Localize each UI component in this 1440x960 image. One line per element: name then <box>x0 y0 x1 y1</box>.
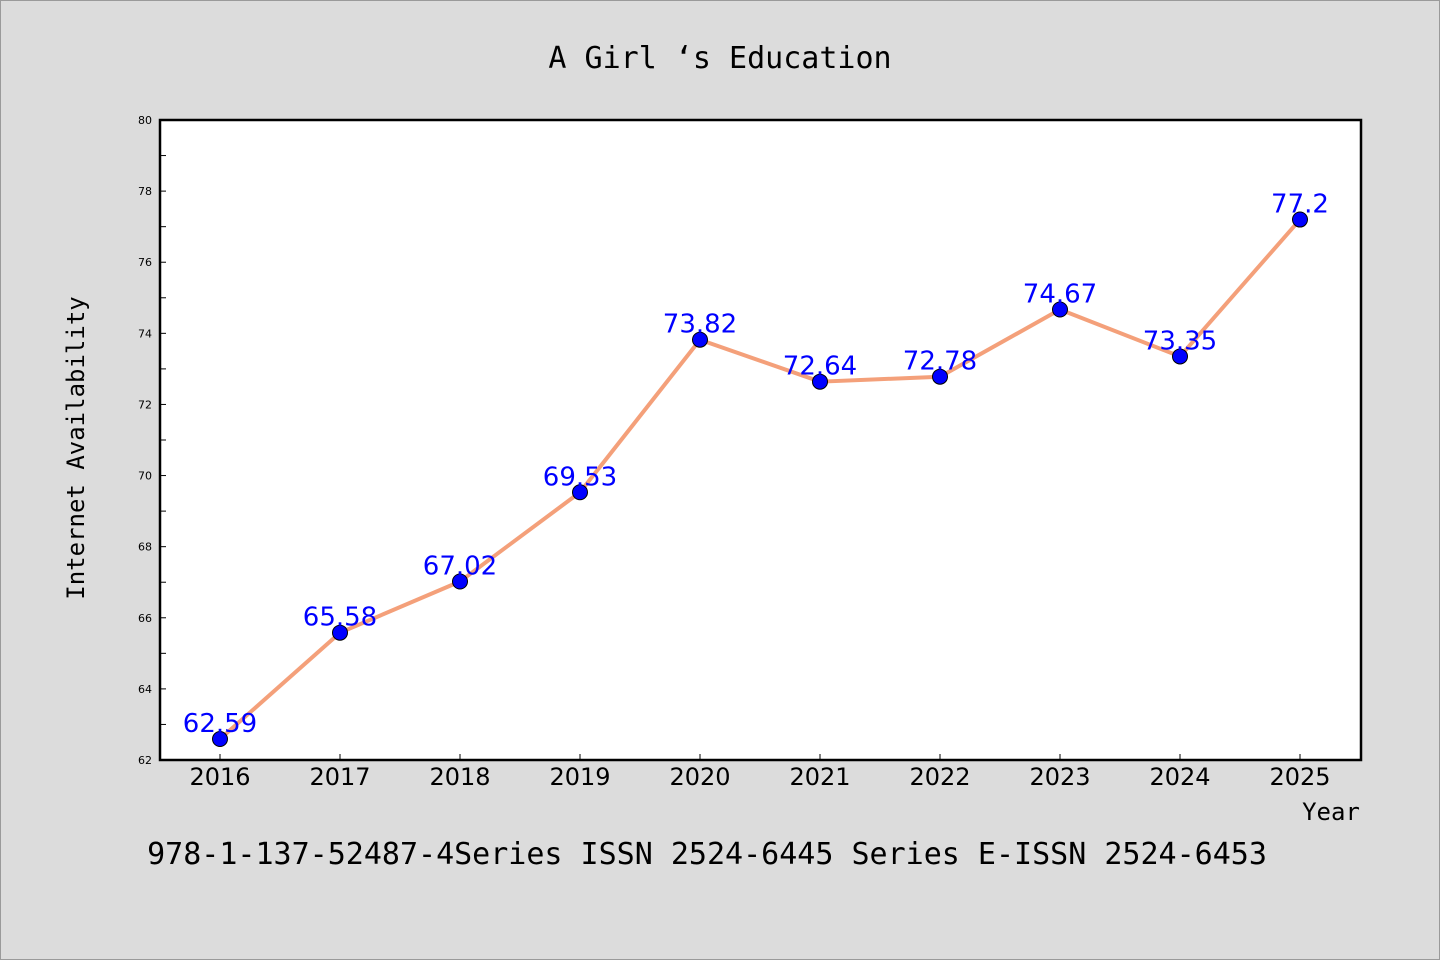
x-axis: 2016 2017 2018 2019 2020 2021 2022 2023 2024 2025 <box>189 754 1331 791</box>
data-point-marker <box>932 368 948 385</box>
y-tick-label: 62 <box>138 754 152 767</box>
plot-area <box>158 118 1363 762</box>
data-point-marker <box>692 331 708 348</box>
data-point-marker <box>1052 301 1068 318</box>
data-label: 73.35 <box>1143 326 1217 356</box>
data-point-marker <box>812 373 828 390</box>
x-tick-label: 2018 <box>429 763 490 791</box>
y-axis-label: Internet Availability <box>62 296 90 599</box>
chart-title: A Girl ‘s Education <box>548 41 891 76</box>
footer-isbn-text: 978-1-137-52487-4Series ISSN 2524-6445 S… <box>147 837 1267 872</box>
y-tick-label: 70 <box>138 470 152 483</box>
y-tick-label: 66 <box>138 612 152 625</box>
data-point-marker <box>1292 211 1308 228</box>
y-tick-label: 78 <box>138 185 152 198</box>
y-tick-label: 76 <box>138 256 152 269</box>
data-label: 72.78 <box>903 347 977 377</box>
x-tick-label: 2023 <box>1029 763 1090 791</box>
x-tick-label: 2019 <box>549 763 610 791</box>
data-series: 62.59 65.58 67.02 69.53 73.82 72.64 72.78 74.67… <box>183 190 1329 748</box>
x-tick-label: 2016 <box>189 763 250 791</box>
data-label: 67.02 <box>423 552 497 582</box>
data-label: 69.53 <box>543 462 617 492</box>
data-point-marker <box>212 731 228 748</box>
x-tick-label: 2024 <box>1149 763 1210 791</box>
x-axis-label: Year <box>1302 798 1360 826</box>
x-tick-label: 2022 <box>909 763 970 791</box>
data-point-marker <box>332 624 348 641</box>
y-tick-label: 68 <box>138 541 152 554</box>
data-point-marker <box>1172 348 1188 365</box>
data-label: 74.67 <box>1023 280 1097 310</box>
data-label: 73.82 <box>663 310 737 340</box>
series-line <box>218 218 1302 741</box>
data-point-marker <box>572 484 588 501</box>
data-label: 65.58 <box>303 603 377 633</box>
y-tick-label: 64 <box>138 683 152 696</box>
x-tick-label: 2021 <box>789 763 850 791</box>
data-label: 72.64 <box>783 352 857 382</box>
data-label: 77.2 <box>1271 190 1329 220</box>
x-tick-label: 2020 <box>669 763 730 791</box>
x-tick-label: 2025 <box>1269 763 1330 791</box>
y-axis: 62 64 66 68 70 72 74 76 78 80 <box>138 114 166 767</box>
y-tick-label: 72 <box>138 398 152 411</box>
data-point-marker <box>452 573 468 590</box>
y-tick-label: 74 <box>138 327 152 340</box>
x-tick-label: 2017 <box>309 763 370 791</box>
data-label: 62.59 <box>183 709 257 739</box>
y-tick-label: 80 <box>138 114 152 127</box>
